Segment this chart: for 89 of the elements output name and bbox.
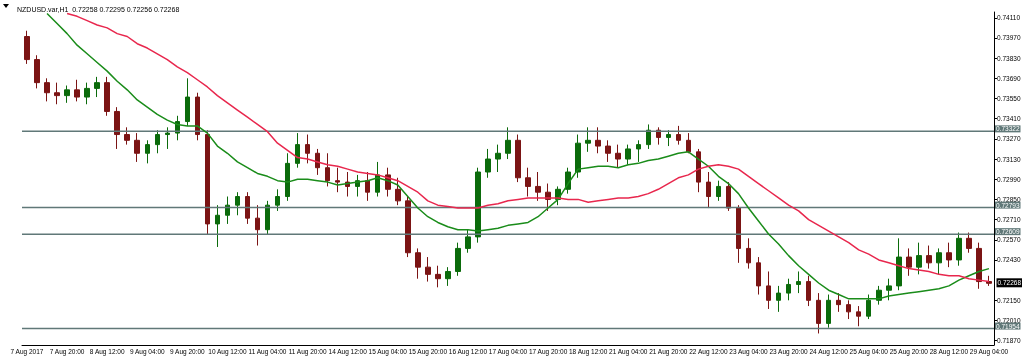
candlestick [736,204,741,264]
candlestick [766,270,771,310]
candlestick [215,204,220,248]
candlestick [84,82,90,105]
candlestick [155,129,160,154]
candlestick [786,278,791,301]
candlestick [696,148,701,193]
candlestick [44,77,50,102]
candlestick [986,275,992,287]
candlestick [475,167,481,244]
candlestick [646,123,651,150]
candlestick [916,242,922,275]
candlestick [24,30,30,65]
candlestick [826,294,831,329]
candlestick [225,196,230,225]
candlestick [656,126,661,146]
candlestick [265,200,270,235]
candlestick [976,242,982,290]
candlestick [515,134,521,183]
candlestick [856,305,861,327]
candlestick [74,79,80,102]
candlestick [34,54,40,89]
candlestick [956,232,962,267]
candlestick [305,134,310,164]
candlestick [525,167,531,198]
candlestick [425,256,431,283]
candlestick [505,126,511,160]
candlestick [846,299,851,320]
candlestick [595,126,601,154]
candlestick [966,232,972,254]
candlestick [315,148,320,176]
candlestick [335,167,340,193]
candlestick [625,144,631,166]
candlestick [455,242,461,277]
candlestick [165,126,170,150]
candlestick [716,180,721,202]
candlestick [756,256,761,296]
candlestick [896,237,902,291]
candlestick [395,177,401,206]
candlestick [435,265,441,288]
candlestick [104,76,110,117]
candlestick [816,292,821,334]
candlestick [836,292,841,313]
candlestick [906,247,912,277]
candlestick [325,152,330,187]
candlestick [365,171,370,202]
candlestick [495,144,501,173]
candlestick [114,106,120,150]
candlestick [245,191,250,225]
candlestick [345,171,350,198]
candlestick [886,278,892,301]
candlestick [746,237,751,270]
candlestick [706,171,711,209]
candlestick [666,129,671,147]
candlestick [796,270,801,294]
candlestick [535,171,541,202]
candlestick [445,266,451,287]
candlestick [205,129,210,235]
candlestick [946,242,952,268]
candlestick [926,245,932,270]
candlestick [636,139,641,163]
candlestick [54,82,60,105]
candlestick [235,191,240,216]
candlestick [726,181,731,212]
candlestick [686,132,691,154]
candlestick [615,144,621,169]
candlestick [806,275,811,307]
candlestick [936,247,942,275]
candlestick [295,132,300,169]
candlestick [124,126,130,146]
candlestick [285,152,290,202]
candlestick [776,285,781,313]
candlestick [676,125,681,146]
candlestick [64,85,70,104]
candlestick [585,126,591,153]
candlestick [866,294,871,320]
candlestick [94,76,100,98]
candlestick [275,188,280,212]
candlestick [575,134,581,179]
candlestick [605,139,611,163]
candlestick [145,139,150,164]
candlestick [185,77,190,127]
candlestick [255,204,260,247]
candlestick [415,247,421,280]
candlestick [195,92,200,141]
candlestick [134,132,140,163]
candlestick [465,229,471,254]
candlestick [405,196,411,258]
candlestick [485,148,491,179]
